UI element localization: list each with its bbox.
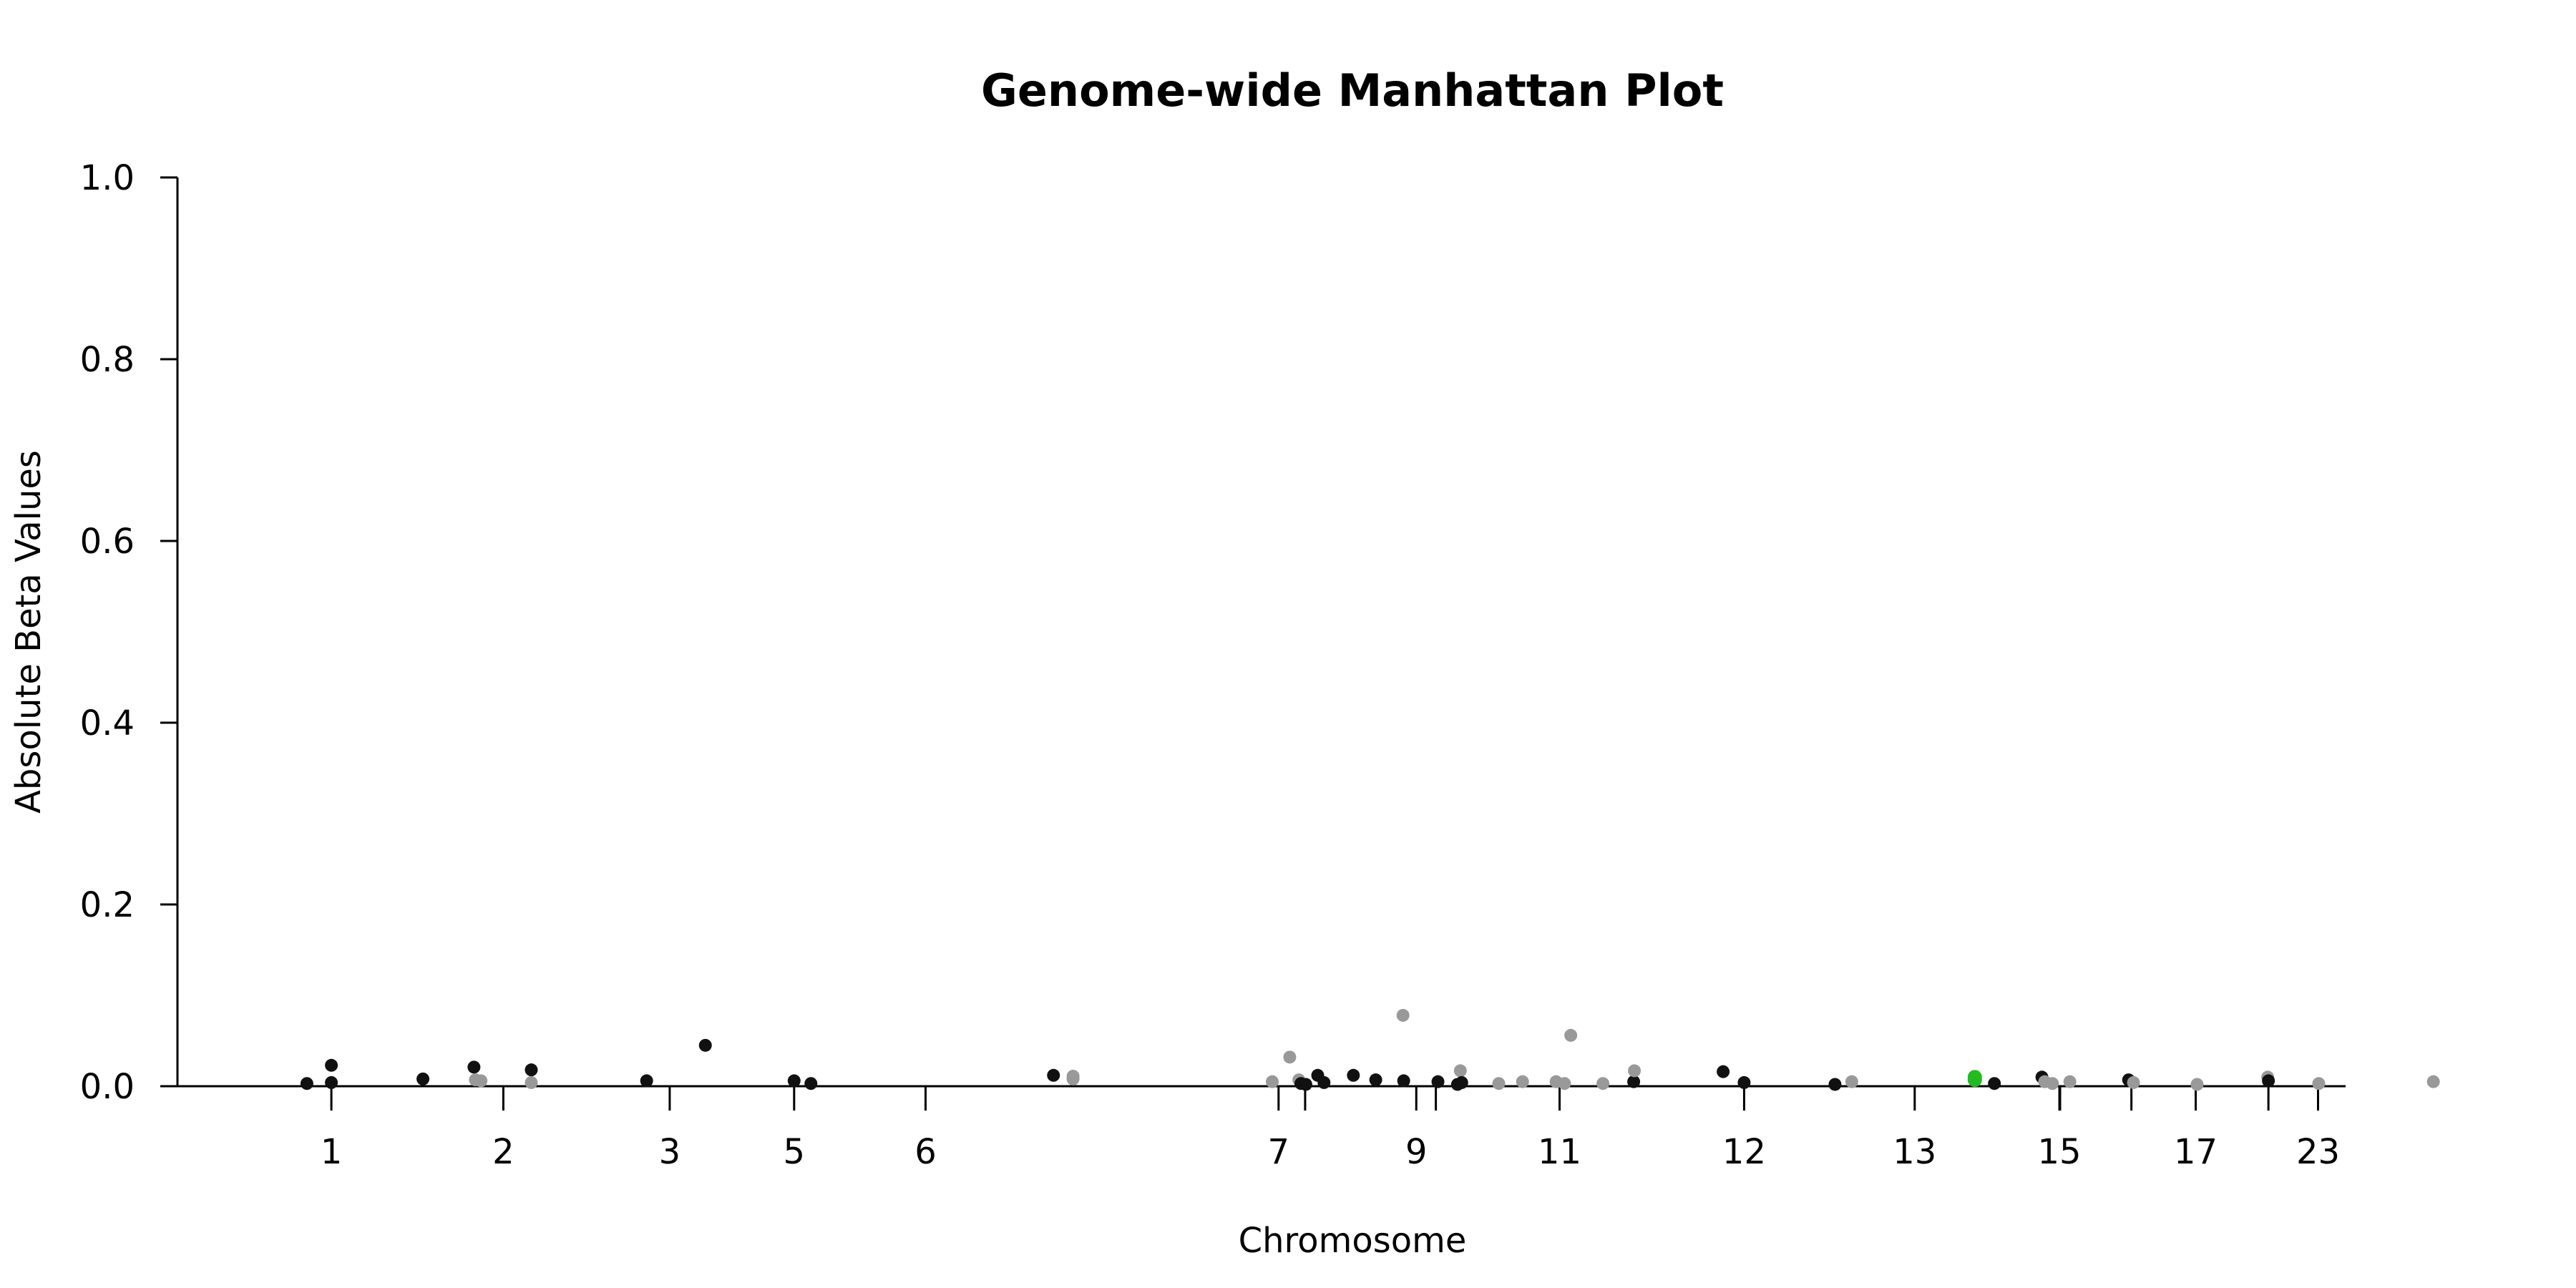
data-point: [2190, 1078, 2204, 1091]
y-tick-label: 0.6: [80, 522, 135, 562]
data-point: [1828, 1078, 1842, 1091]
data-point: [2426, 1075, 2440, 1088]
y-tick-label: 1.0: [80, 158, 135, 198]
x-tick-label: 9: [1405, 1132, 1428, 1172]
y-tick-label: 0.4: [80, 703, 135, 743]
data-point: [1397, 1074, 1410, 1088]
y-axis-ticks: 0.0 0.2 0.4 0.6 0.8 1.0: [80, 158, 177, 1107]
data-point: [1988, 1077, 2001, 1091]
data-point: [1066, 1072, 1080, 1085]
data-point: [2063, 1075, 2077, 1088]
data-point: [525, 1063, 538, 1077]
y-axis-label: Absolute Beta Values: [9, 450, 49, 814]
data-point: [325, 1075, 338, 1089]
data-point: [1299, 1078, 1312, 1091]
y-tick-label: 0.8: [80, 340, 135, 380]
data-point: [1737, 1075, 1751, 1089]
data-point: [1369, 1073, 1382, 1087]
x-tick-label: 12: [1722, 1132, 1766, 1172]
data-point: [1283, 1050, 1297, 1064]
x-tick-label: 1: [321, 1132, 343, 1172]
x-tick-label: 6: [914, 1132, 937, 1172]
x-tick-label: 5: [784, 1132, 806, 1172]
data-point: [1516, 1075, 1529, 1088]
x-tick-label: 11: [1538, 1132, 1581, 1172]
data-point: [1347, 1068, 1360, 1082]
x-tick-label: 17: [2174, 1132, 2218, 1172]
data-point: [1717, 1065, 1730, 1078]
data-point: [2312, 1077, 2326, 1091]
data-point: [325, 1058, 338, 1072]
data-point: [1396, 1008, 1410, 1022]
data-point: [640, 1074, 653, 1088]
data-point: [1455, 1075, 1468, 1089]
data-point: [1266, 1075, 1279, 1088]
data-point: [300, 1077, 313, 1091]
x-tick-label: 2: [492, 1132, 514, 1172]
data-point: [1047, 1068, 1060, 1082]
data-point: [474, 1074, 488, 1088]
data-point: [525, 1075, 538, 1089]
data-point: [2046, 1077, 2059, 1091]
data-point: [1628, 1064, 1641, 1078]
data-point: [1596, 1077, 1610, 1091]
data-point: [787, 1074, 801, 1088]
data-point: [1845, 1075, 1858, 1088]
data-point: [1431, 1075, 1445, 1088]
data-point: [1492, 1077, 1506, 1091]
x-axis-ticks: 1 2 3 5 6 7 9 11 12 13 15 17 23: [321, 1086, 2340, 1172]
data-point: [2127, 1075, 2140, 1089]
data-point: [698, 1038, 712, 1052]
x-tick-label: 7: [1268, 1132, 1290, 1172]
y-tick-label: 0.0: [80, 1067, 135, 1107]
data-point: [1558, 1077, 1571, 1091]
data-point: [2262, 1074, 2275, 1088]
data-point: [804, 1077, 818, 1091]
x-tick-label: 13: [1893, 1132, 1936, 1172]
x-axis-label: Chromosome: [1239, 1221, 1467, 1261]
chart-title: Genome-wide Manhattan Plot: [981, 64, 1724, 117]
y-tick-label: 0.2: [80, 885, 135, 925]
data-point: [1317, 1075, 1331, 1089]
x-tick-label: 15: [2038, 1132, 2082, 1172]
x-tick-label: 23: [2296, 1132, 2340, 1172]
data-point: [1967, 1073, 1982, 1088]
data-points: [300, 1008, 2440, 1091]
data-point: [1564, 1028, 1578, 1042]
data-point: [416, 1072, 430, 1085]
data-point: [467, 1060, 481, 1074]
data-point: [1453, 1064, 1467, 1078]
data-point: [1627, 1075, 1641, 1088]
x-tick-label: 3: [659, 1132, 681, 1172]
